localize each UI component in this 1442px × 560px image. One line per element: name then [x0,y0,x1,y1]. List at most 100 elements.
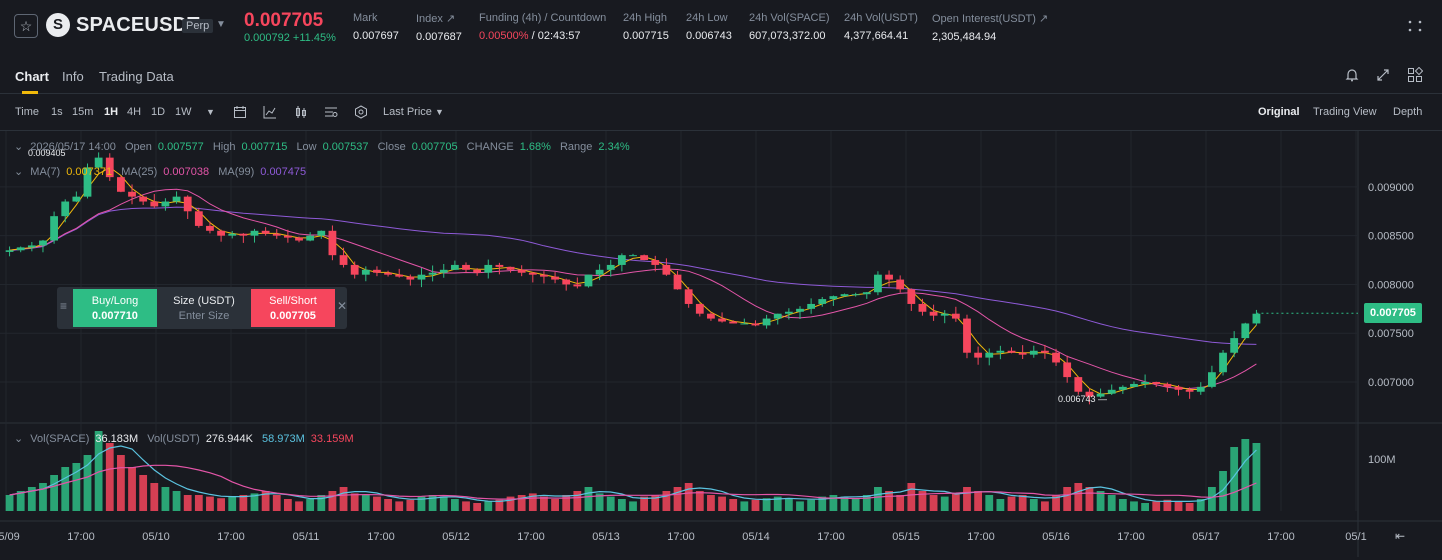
volume-bar [272,495,281,511]
price-type-dropdown[interactable]: Last Price ▼ [383,106,444,118]
volume-bar [1230,447,1239,511]
candle-body [796,308,804,312]
candle-body [373,269,381,273]
axis-reset-icon[interactable]: ⇤ [1395,529,1405,543]
candle-body [1241,323,1250,339]
favorite-star-icon[interactable]: ☆ [14,14,38,38]
last-price-label: 0.007705 [1364,303,1422,324]
candle-body [617,255,626,265]
size-input[interactable] [164,310,244,322]
settings-list-icon[interactable] [324,105,338,119]
volume-bar [573,491,582,511]
candles [5,152,1261,405]
volume-bar [105,443,114,511]
symbol-name[interactable]: SPACEUSDT [76,14,200,36]
candle-body [39,240,47,246]
candle-body [83,167,92,197]
interval-dropdown-icon[interactable]: ▼ [206,107,215,117]
interval-4h[interactable]: 4H [127,106,142,118]
price-change: 0.000792 +11.45% [244,32,336,44]
candle-body [740,323,749,325]
volume-bar [617,499,626,511]
candle-body [116,177,125,192]
view-original[interactable]: Original [1258,106,1300,118]
volume-bar [50,475,58,511]
volume-bar [373,496,381,511]
interval-1s[interactable]: 1s [51,106,63,118]
volume-bar [851,499,860,511]
tab-chart[interactable]: Chart [15,69,49,84]
volume-bar [929,495,938,511]
candle-body [228,233,237,236]
candle-body [974,352,983,358]
candle-body [439,269,448,273]
candle-body [105,157,114,178]
candle-body [1096,393,1105,397]
candle-body [985,352,994,358]
close-icon[interactable]: ✕ [337,299,348,313]
volume-bar [239,495,248,511]
indicator-icon[interactable] [263,105,277,119]
tab-info[interactable]: Info [62,69,84,84]
chart-area[interactable]: 0.009000 0.008500 0.008000 0.007500 0.007000… [0,131,1442,557]
interval-1w[interactable]: 1W [175,106,192,118]
candle-body [194,211,203,226]
interval-15m[interactable]: 15m [72,106,94,118]
candle-body [1152,381,1161,384]
volume-bar [640,496,649,511]
candle-type-icon[interactable] [294,105,308,119]
sell-short-button[interactable]: Sell/Short 0.007705 [251,289,335,327]
candle-body [1208,372,1216,387]
candle-body [874,274,882,293]
candle-body [1052,352,1060,363]
alert-bell-icon[interactable] [1345,68,1359,82]
volume-bar [963,487,971,511]
drag-handle-icon[interactable]: ≡ [60,299,68,313]
volume-bar [116,455,125,511]
candle-body [473,269,482,273]
more-menu-icon[interactable] [1408,20,1422,34]
calendar-icon[interactable] [233,105,247,119]
candle-body [885,274,893,280]
candle-body [61,201,70,217]
layout-grid-icon[interactable] [1407,67,1423,83]
ohlc-date: 2026/05/17 14:00 [30,141,116,153]
candle-body [1018,352,1027,355]
time-tick-label: 17:00 [967,531,995,543]
view-trading-view[interactable]: Trading View [1313,106,1377,118]
volume-ma-long [9,464,1257,500]
volume-bar [1018,495,1027,511]
symbol-dropdown-icon[interactable]: ▼ [216,19,226,30]
volume-bar [773,496,782,511]
volume-bar [707,495,715,511]
stat-open-interest[interactable]: Open Interest(USDT) ↗ 2,305,484.94 [932,13,1049,43]
volume-bar [139,475,148,511]
candle-body [862,292,871,295]
candle-body [684,289,693,304]
fullscreen-icon[interactable] [1376,68,1390,82]
tab-trading-data[interactable]: Trading Data [99,69,174,84]
volume-bar [829,495,838,511]
candle-body [673,274,682,290]
candlestick-chart[interactable]: 0.009000 0.008500 0.008000 0.007500 0.007000… [0,131,1442,557]
volume-bar [27,487,36,511]
interval-1d[interactable]: 1D [151,106,166,118]
volume-bar [506,496,515,511]
volume-bar [551,499,559,511]
volume-bar [1096,491,1105,511]
ma99-path [9,206,1257,345]
volume-bar [484,501,493,511]
interval-1h[interactable]: 1H [104,106,119,118]
volume-bar [629,501,637,511]
depth-settings-icon[interactable] [354,105,368,119]
volume-bar [350,493,359,511]
stat-24h-vol-usdt: 24h Vol(USDT) 4,377,664.41 [844,12,918,42]
candle-body [829,296,838,300]
view-depth[interactable]: Depth [1393,106,1423,118]
candle-body [239,233,248,236]
candle-body [94,157,103,168]
volume-bar [818,496,827,511]
candle-body [1130,383,1138,387]
buy-long-button[interactable]: Buy/Long 0.007710 [73,289,157,327]
stat-index[interactable]: Index ↗ 0.007687 [416,13,462,43]
